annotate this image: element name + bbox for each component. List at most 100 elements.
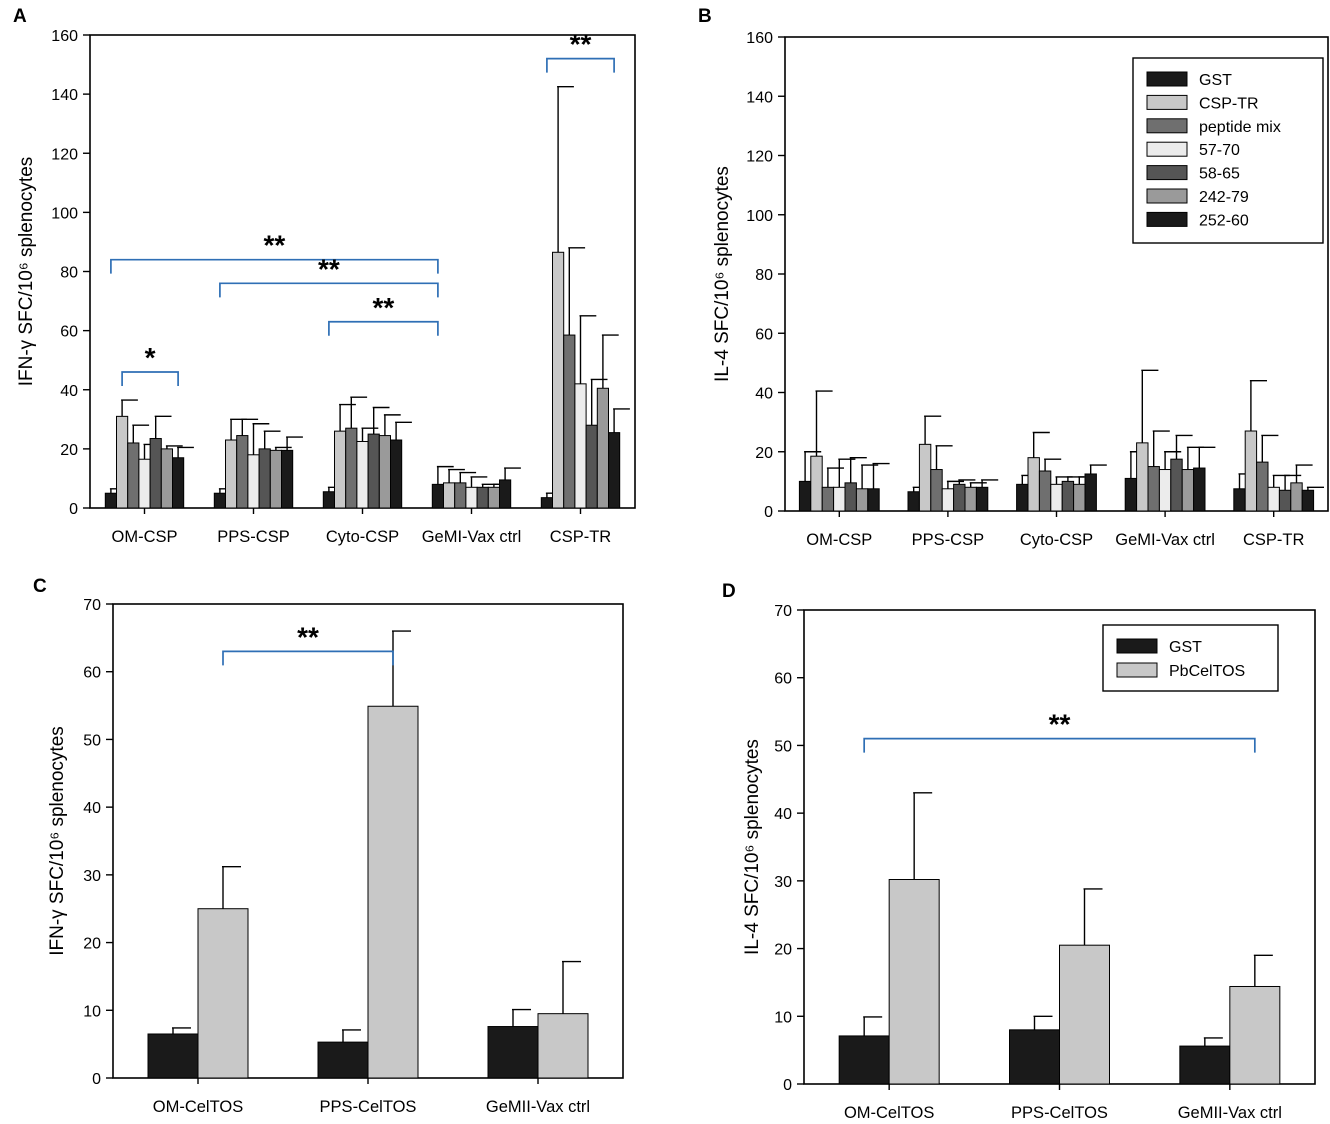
- panel-b-legend-label: peptide mix: [1199, 119, 1281, 136]
- panel-a-bar: [443, 482, 456, 509]
- panel-a-bar: [281, 449, 294, 509]
- panel-c-ytick-label: 50: [83, 732, 101, 749]
- panel-b-ytick-label: 40: [755, 386, 773, 403]
- panel-b-legend-swatch: [1146, 141, 1188, 157]
- panel-a-significance-label: **: [570, 29, 592, 60]
- panel-b-legend-swatch: [1146, 165, 1188, 181]
- panel-a-bar: [552, 251, 565, 509]
- panel-a-ytick-label: 20: [60, 442, 78, 459]
- panel-b-bar: [1158, 469, 1172, 512]
- panel-d-legend-label: PbCelTOS: [1169, 663, 1245, 680]
- panel-a-bar: [431, 483, 444, 509]
- panel-b-bar: [1038, 470, 1052, 512]
- panel-b-category-label: GeMI-Vax ctrl: [1115, 531, 1215, 549]
- panel-b-legend-swatch: [1146, 211, 1188, 227]
- panel-c-significance-label: **: [297, 621, 319, 652]
- panel-b-label: B: [698, 6, 712, 27]
- panel-a-bar: [465, 486, 478, 509]
- panel-a-bar: [499, 479, 512, 509]
- panel-d-y-axis-label: IL-4 SFC/10⁶ splenocytes: [742, 739, 763, 955]
- panel-a-bar: [367, 433, 380, 509]
- panel-b-ytick-label: 60: [755, 326, 773, 343]
- panel-b-category-label: CSP-TR: [1243, 531, 1305, 549]
- panel-a-category-label: OM-CSP: [112, 528, 178, 546]
- panel-d-significance-bracket: [863, 737, 1256, 753]
- panel-b-ytick-label: 80: [755, 267, 773, 284]
- panel-c-bar: [537, 1013, 589, 1079]
- panel-d-significance-label: **: [1049, 709, 1071, 740]
- panel-b-category-label: OM-CSP: [806, 531, 872, 549]
- panel-a-significance-label: **: [264, 230, 286, 261]
- panel-b-ytick-label: 100: [746, 208, 773, 225]
- panel-a-ytick-label: 40: [60, 383, 78, 400]
- panel-a-significance-bracket: [121, 371, 179, 387]
- panel-a-bar: [247, 454, 260, 509]
- panel-b-legend-label: CSP-TR: [1199, 95, 1259, 112]
- panel-b-bar: [833, 486, 846, 512]
- panel-b-bar: [1147, 466, 1160, 512]
- panel-c-ytick-label: 10: [83, 1003, 101, 1020]
- panel-a-significance-bracket: [219, 282, 439, 298]
- panel-a-ytick-label: 80: [60, 265, 78, 282]
- panel-b-bar: [975, 486, 989, 512]
- panel-a-bar: [258, 448, 271, 509]
- panel-a-ytick-label: 0: [69, 501, 78, 518]
- panel-d-label: D: [722, 581, 736, 602]
- panel-a-ytick-label: 100: [51, 205, 78, 222]
- panel-a-bar: [149, 438, 162, 509]
- panel-b-ytick-label: 20: [755, 445, 773, 462]
- panel-d-ytick-label: 30: [774, 874, 792, 891]
- panel-a-bar: [160, 448, 174, 509]
- panel-d-bar: [1179, 1045, 1231, 1085]
- panel-d-bar: [1009, 1029, 1060, 1085]
- panel-a-ytick-label: 160: [51, 28, 78, 45]
- panel-b-bar: [1027, 457, 1040, 512]
- panel-b-bar: [1061, 480, 1075, 512]
- panel-a-ytick-label: 120: [51, 146, 78, 163]
- panel-b-bar: [907, 491, 920, 512]
- panel-a-bar: [487, 486, 500, 509]
- panel-b-bar: [1124, 477, 1138, 512]
- panel-a-ytick-label: 140: [51, 87, 78, 104]
- panel-d-category-label: PPS-CelTOS: [1011, 1104, 1108, 1122]
- panel-b-legend-swatch: [1146, 188, 1188, 204]
- panel-a-bar: [608, 432, 621, 509]
- panel-a-bar: [172, 457, 185, 509]
- panel-b-legend-label: 252-60: [1199, 212, 1249, 229]
- panel-b-bar: [1016, 483, 1029, 512]
- panel-b-ytick-label: 0: [764, 504, 773, 521]
- panel-b-bar: [1084, 473, 1097, 512]
- panel-c-ytick-label: 0: [92, 1071, 101, 1088]
- panel-d-legend-box: [1102, 624, 1279, 692]
- panel-b-bar: [798, 480, 812, 512]
- panel-b-legend-swatch: [1146, 94, 1188, 110]
- panel-b-ytick-label: 160: [746, 30, 773, 47]
- panel-b-bar: [953, 483, 966, 512]
- panel-a-significance-label: **: [318, 253, 340, 284]
- panel-c-bar: [367, 705, 419, 1079]
- panel-a-bar: [356, 440, 369, 509]
- panel-d-category-label: GeMII-Vax ctrl: [1178, 1104, 1282, 1122]
- panel-b-bar: [867, 488, 880, 512]
- panel-c-bar: [147, 1033, 199, 1079]
- panel-b-category-label: Cyto-CSP: [1020, 531, 1093, 549]
- panel-b-legend-label: 242-79: [1199, 189, 1249, 206]
- panel-b-bar: [1290, 482, 1303, 512]
- panel-a-ytick-label: 60: [60, 324, 78, 341]
- panel-b-category-label: PPS-CSP: [912, 531, 984, 549]
- panel-a-bar: [585, 424, 598, 509]
- panel-a-bar: [345, 427, 358, 509]
- panel-d-ytick-label: 40: [774, 806, 792, 823]
- panel-d-ytick-label: 70: [774, 603, 792, 620]
- panel-a-significance-bracket: [546, 57, 615, 73]
- panel-a-bar: [540, 497, 553, 509]
- panel-a-label: A: [13, 6, 27, 27]
- panel-b-bar: [1256, 461, 1269, 512]
- panel-b-bar: [941, 488, 955, 512]
- panel-b-bar: [821, 486, 835, 512]
- panel-a-bar: [334, 430, 347, 509]
- panel-b-bar: [1050, 483, 1063, 512]
- panel-c-ytick-label: 40: [83, 800, 101, 817]
- panel-b-bar: [1301, 489, 1315, 512]
